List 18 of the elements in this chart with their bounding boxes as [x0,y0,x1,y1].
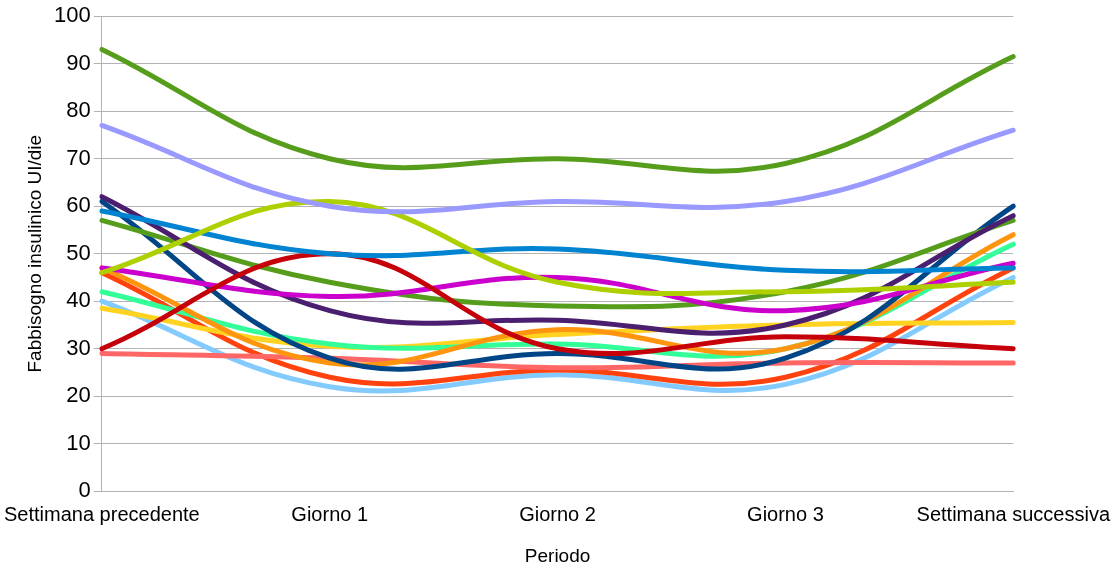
x-tick-label: Giorno 1 [291,502,369,525]
y-axis-title: Fabbisogno insulinico UI/die [23,134,45,373]
x-tick-label: Giorno 3 [747,502,824,525]
y-tick-label: 20 [66,382,91,408]
y-tick-label: 30 [66,334,91,360]
x-axis-title: Periodo [524,544,591,566]
y-tick-label: 40 [66,287,91,313]
y-tick-label: 90 [66,49,91,75]
y-tick-label: 80 [66,97,91,123]
y-tick-label: 50 [66,239,91,265]
x-tick-label: Giorno 2 [519,502,596,525]
x-tick-label: Settimana precedente [4,502,200,525]
y-tick-label: 0 [78,477,91,503]
y-tick-label: 60 [66,192,91,218]
y-tick-label: 70 [66,144,91,170]
y-tick-label: 10 [66,429,91,455]
y-tick-label: 100 [54,2,91,28]
x-tick-label: Settimana successiva [916,502,1111,525]
